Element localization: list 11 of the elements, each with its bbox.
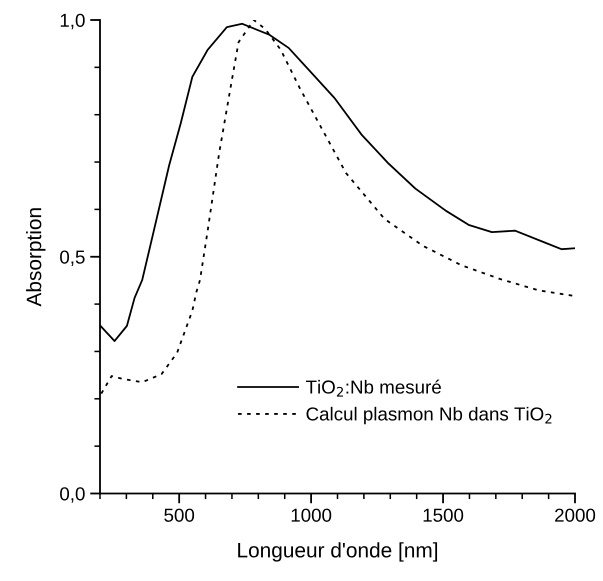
legend-label: TiO$_{2}$:Nb mesuré [306, 380, 441, 397]
y-tick-label: 0,0 [60, 487, 85, 503]
y-tick-label: 0,5 [60, 250, 85, 266]
x-tick-label: 500 [164, 508, 194, 522]
x-tick-label: 1000 [292, 508, 332, 522]
y-axis-title: Absorption [26, 208, 46, 307]
y-tick-label: 1,0 [60, 14, 85, 30]
x-tick-label: 2000 [555, 508, 596, 522]
x-axis-title: Longueur d'onde [nm] [238, 542, 438, 562]
x-tick-label: 1500 [424, 508, 464, 522]
legend-label: Calcul plasmon Nb dans TiO$_{2}$ [306, 406, 552, 424]
